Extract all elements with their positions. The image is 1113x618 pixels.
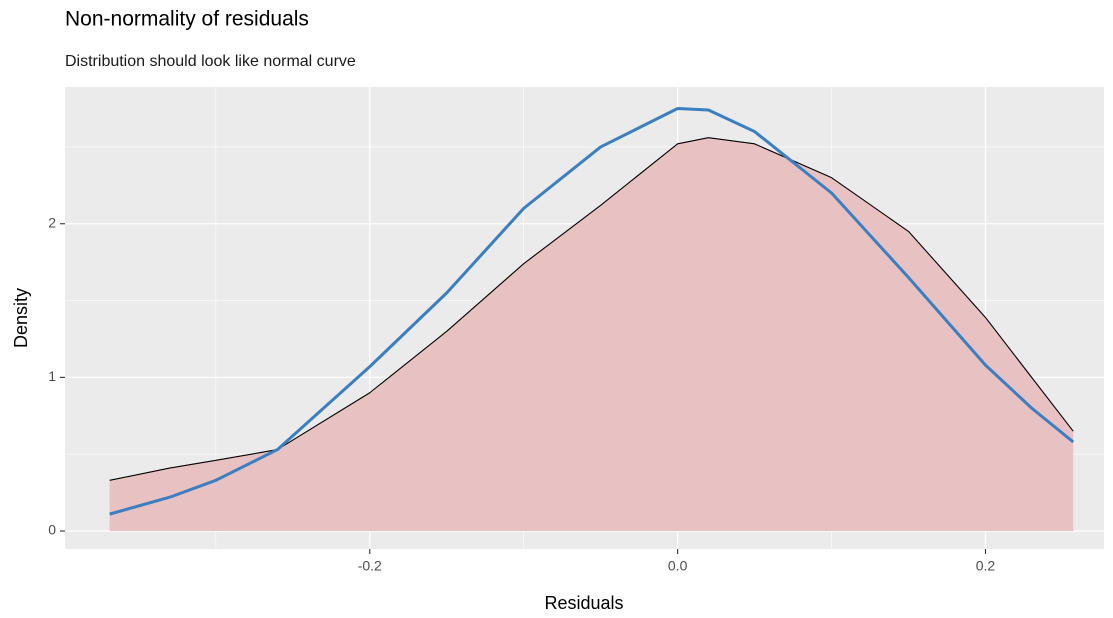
y-tick-label: 1 (48, 368, 56, 384)
x-tick-label: 0.0 (668, 558, 688, 574)
y-tick-label: 0 (48, 522, 56, 538)
y-tick-label: 2 (48, 214, 56, 230)
normal-curve (109, 107, 1075, 516)
density-area (109, 137, 1074, 532)
x-tick-label: -0.2 (358, 558, 382, 574)
chart-title: Non-normality of residuals (65, 8, 309, 31)
y-axis-label: Density (11, 288, 31, 348)
x-tick-label: 0.2 (976, 558, 996, 574)
density-line (109, 137, 1074, 481)
chart-subtitle: Distribution should look like normal cur… (65, 53, 356, 70)
x-axis-label: Residuals (544, 593, 623, 613)
